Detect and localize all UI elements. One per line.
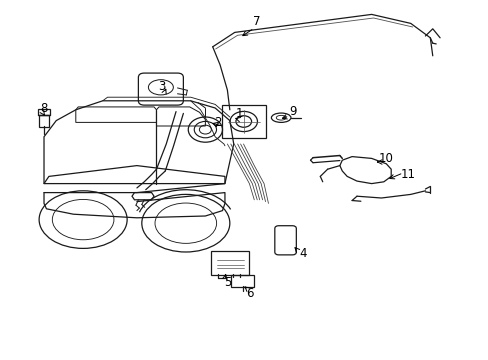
Text: 4: 4 <box>299 247 306 260</box>
Text: 5: 5 <box>223 276 231 289</box>
Text: 2: 2 <box>213 116 221 129</box>
Text: 9: 9 <box>289 105 297 118</box>
Text: 3: 3 <box>157 80 165 93</box>
Text: 11: 11 <box>400 168 415 181</box>
Text: 8: 8 <box>40 102 48 114</box>
Text: 7: 7 <box>252 15 260 28</box>
Text: 10: 10 <box>378 152 393 165</box>
Text: 1: 1 <box>235 107 243 120</box>
Text: 6: 6 <box>245 287 253 300</box>
